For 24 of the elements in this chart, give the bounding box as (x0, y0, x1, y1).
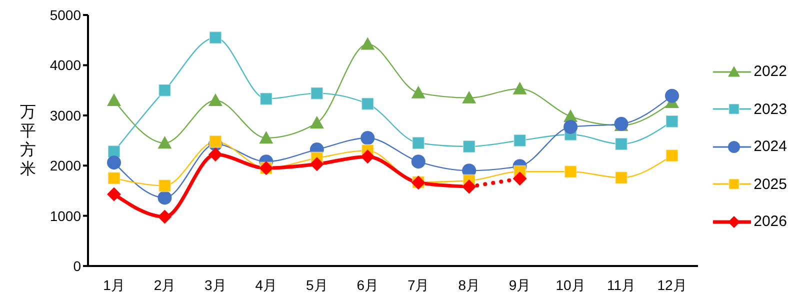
x-tick-label: 11月 (607, 276, 636, 293)
x-tick-label: 6月 (356, 276, 379, 293)
x-tick-label: 5月 (306, 276, 328, 293)
y-tick-label: 2000 (50, 158, 82, 174)
x-tick-label: 3月 (204, 276, 226, 293)
legend-label: 2024 (754, 138, 787, 156)
y-axis-title: 万平方米 (19, 103, 37, 179)
legend-label: 2025 (754, 176, 787, 193)
y-tick-label: 4000 (50, 57, 82, 74)
x-tick-label: 10月 (556, 276, 586, 293)
y-tick-label: 0 (73, 258, 82, 274)
legend-label: 2022 (754, 63, 787, 80)
x-tick-label: 4月 (255, 276, 278, 293)
y-tick-label: 3000 (50, 107, 82, 124)
legend-label: 2023 (754, 100, 787, 118)
legend-label: 2026 (754, 213, 787, 230)
x-tick-label: 12月 (657, 276, 687, 293)
x-tick-label: 9月 (508, 276, 531, 293)
x-tick-label: 8月 (458, 276, 480, 293)
y-tick-label: 1000 (50, 208, 82, 224)
x-tick-label: 2月 (154, 276, 176, 293)
x-tick-label: 7月 (407, 276, 430, 293)
y-tick-label: 5000 (50, 6, 82, 23)
x-tick-label: 1月 (103, 276, 125, 293)
